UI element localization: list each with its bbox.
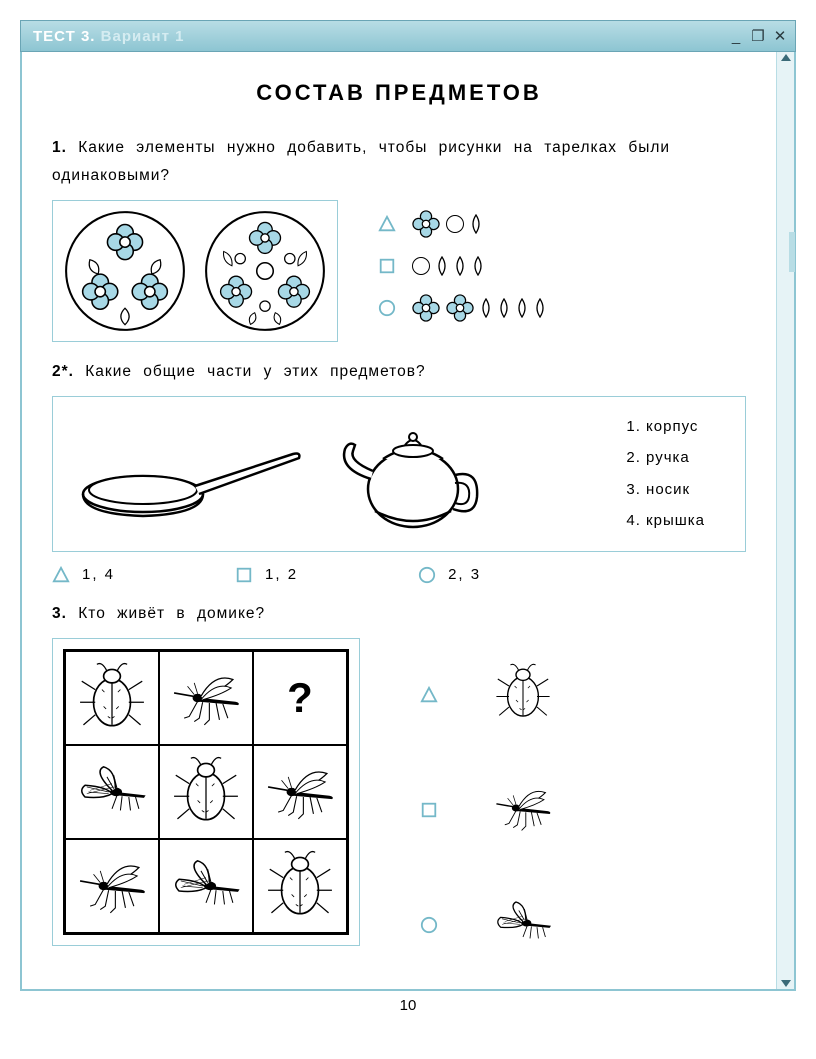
grid-cell-4 — [159, 745, 253, 839]
q3-text: 3. Кто живёт в домике? — [52, 600, 746, 628]
question-3: 3. Кто живёт в домике? ? — [52, 600, 746, 963]
q2-answer-label: 1, 2 — [265, 566, 298, 583]
grid-cell-2: ? — [253, 651, 347, 745]
grid-cell-0 — [65, 651, 159, 745]
square-marker-icon — [420, 801, 438, 819]
q1-num: 1. — [52, 139, 67, 156]
page-title: СОСТАВ ПРЕДМЕТОВ — [52, 80, 746, 106]
q3-answer-0[interactable] — [420, 658, 588, 733]
square-marker-icon — [235, 566, 253, 584]
question-1: 1. Какие элементы нужно добавить, чтобы … — [52, 134, 746, 342]
page-number: 10 — [20, 997, 796, 1014]
q3-answer-bug — [458, 888, 588, 963]
q3-grid-box: ? — [52, 638, 360, 946]
maximize-button[interactable]: ❐ — [749, 28, 767, 44]
grid-cell-7 — [159, 839, 253, 933]
teapot — [333, 409, 483, 539]
q1-answer-shapes — [412, 294, 546, 322]
content-frame: СОСТАВ ПРЕДМЕТОВ 1. Какие элементы нужно… — [20, 52, 796, 991]
q2-num: 2*. — [52, 363, 74, 380]
grid-cell-6 — [65, 839, 159, 933]
question-mark: ? — [287, 674, 313, 722]
q3-row: ? — [52, 638, 746, 963]
circle-marker-icon — [378, 299, 396, 317]
triangle-marker-icon — [378, 215, 396, 233]
scroll-down-icon[interactable] — [781, 980, 791, 987]
scroll-up-icon[interactable] — [781, 54, 791, 61]
grid-cell-5 — [253, 745, 347, 839]
title-variant: Вариант 1 — [101, 28, 185, 45]
scrollbar[interactable] — [776, 52, 794, 989]
q1-text: 1. Какие элементы нужно добавить, чтобы … — [52, 134, 746, 190]
plate-b — [203, 209, 327, 333]
worksheet-page: ТЕСТ 3. Вариант 1 _ ❐ ✕ СОСТАВ ПРЕДМЕТОВ… — [20, 20, 796, 1014]
q3-answer-1[interactable] — [420, 773, 588, 848]
q1-answer-shapes — [412, 256, 484, 276]
content-area: СОСТАВ ПРЕДМЕТОВ 1. Какие элементы нужно… — [22, 52, 776, 989]
q2-answers: 1, 4 1, 2 2, 3 — [52, 566, 746, 584]
side-tab-mark — [789, 232, 795, 272]
q2-part-1: 2. ручка — [626, 442, 705, 474]
plate-a — [63, 209, 187, 333]
window-titlebar: ТЕСТ 3. Вариант 1 _ ❐ ✕ — [20, 20, 796, 52]
q3-answers — [420, 638, 588, 963]
q2-answer-0[interactable]: 1, 4 — [52, 566, 115, 584]
triangle-marker-icon — [420, 686, 438, 704]
q1-prompt: Какие элементы нужно добавить, чтобы рис… — [52, 139, 670, 184]
q2-parts-list: 1. корпус2. ручка3. носик4. крышка — [626, 411, 725, 537]
q1-answer-1[interactable] — [378, 256, 746, 276]
grid-cell-8 — [253, 839, 347, 933]
q2-answer-label: 1, 4 — [82, 566, 115, 583]
close-button[interactable]: ✕ — [771, 28, 789, 44]
q1-answer-2[interactable] — [378, 294, 746, 322]
q1-plates-box — [52, 200, 338, 342]
q2-part-3: 4. крышка — [626, 505, 705, 537]
q2-prompt: Какие общие части у этих предметов? — [85, 363, 425, 380]
q2-part-0: 1. корпус — [626, 411, 705, 443]
frying-pan — [73, 424, 303, 524]
minimize-button[interactable]: _ — [727, 28, 745, 44]
circle-marker-icon — [418, 566, 436, 584]
window-buttons: _ ❐ ✕ — [727, 28, 789, 44]
q3-prompt: Кто живёт в домике? — [78, 605, 265, 622]
q2-part-2: 3. носик — [626, 474, 705, 506]
q2-text: 2*. Какие общие части у этих предметов? — [52, 358, 746, 386]
q3-answer-2[interactable] — [420, 888, 588, 963]
q2-box: 1. корпус2. ручка3. носик4. крышка — [52, 396, 746, 552]
triangle-marker-icon — [52, 566, 70, 584]
circle-marker-icon — [420, 916, 438, 934]
title-test: ТЕСТ 3. — [33, 28, 95, 45]
q1-answers — [358, 200, 746, 322]
window-title: ТЕСТ 3. Вариант 1 — [33, 28, 184, 45]
q1-row — [52, 200, 746, 342]
q2-answer-1[interactable]: 1, 2 — [235, 566, 298, 584]
bug-grid: ? — [63, 649, 349, 935]
question-2: 2*. Какие общие части у этих предметов? — [52, 358, 746, 584]
q1-answer-0[interactable] — [378, 210, 746, 238]
q3-num: 3. — [52, 605, 67, 622]
q1-answer-shapes — [412, 210, 482, 238]
square-marker-icon — [378, 257, 396, 275]
q3-answer-bug — [458, 773, 588, 848]
grid-cell-3 — [65, 745, 159, 839]
q2-answer-label: 2, 3 — [448, 566, 481, 583]
q3-answer-bug — [458, 658, 588, 733]
grid-cell-1 — [159, 651, 253, 745]
q2-answer-2[interactable]: 2, 3 — [418, 566, 481, 584]
